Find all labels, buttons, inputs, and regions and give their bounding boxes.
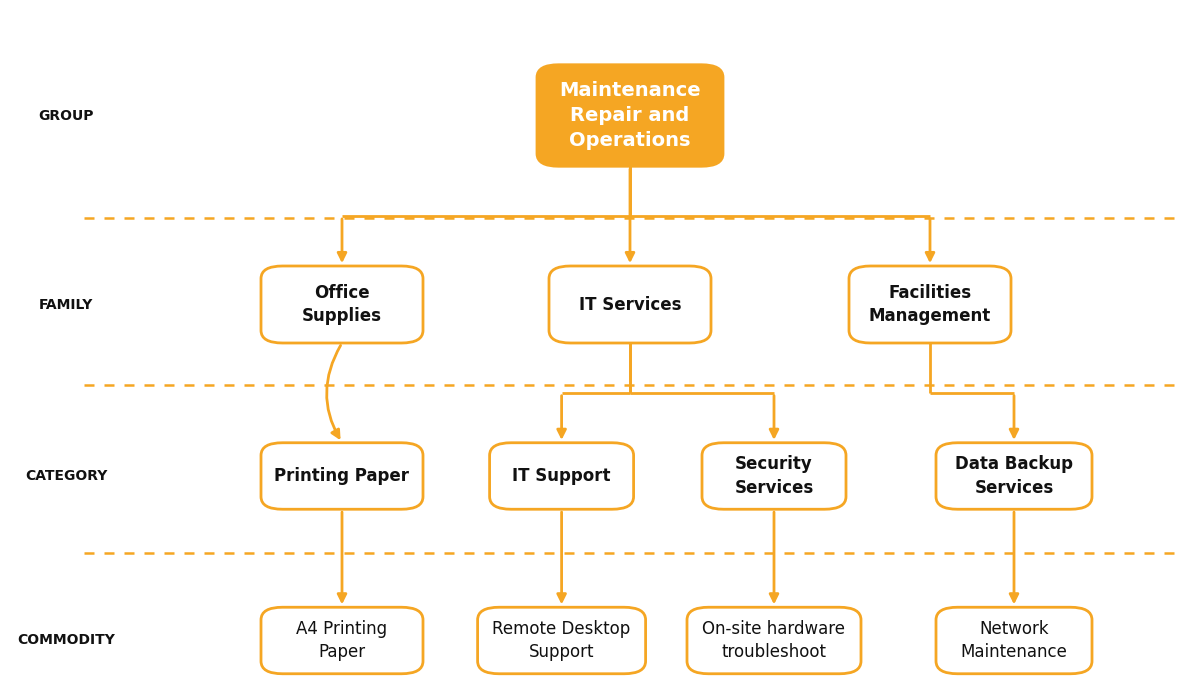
Text: GROUP: GROUP xyxy=(38,108,94,122)
FancyBboxPatch shape xyxy=(686,607,862,673)
Text: Security
Services: Security Services xyxy=(734,455,814,497)
FancyBboxPatch shape xyxy=(260,442,424,510)
Text: A4 Printing
Paper: A4 Printing Paper xyxy=(296,620,388,662)
FancyBboxPatch shape xyxy=(260,266,424,343)
FancyBboxPatch shape xyxy=(850,266,1010,343)
Text: Facilities
Management: Facilities Management xyxy=(869,284,991,326)
Text: CATEGORY: CATEGORY xyxy=(25,469,107,483)
FancyBboxPatch shape xyxy=(490,442,634,510)
FancyBboxPatch shape xyxy=(702,442,846,510)
Text: Office
Supplies: Office Supplies xyxy=(302,284,382,326)
FancyBboxPatch shape xyxy=(550,266,710,343)
Text: On-site hardware
troubleshoot: On-site hardware troubleshoot xyxy=(702,620,846,662)
Text: Network
Maintenance: Network Maintenance xyxy=(960,620,1068,662)
FancyBboxPatch shape xyxy=(260,607,424,673)
Text: Maintenance
Repair and
Operations: Maintenance Repair and Operations xyxy=(559,81,701,150)
Text: Remote Desktop
Support: Remote Desktop Support xyxy=(492,620,631,662)
Text: IT Support: IT Support xyxy=(512,467,611,485)
FancyBboxPatch shape xyxy=(936,607,1092,673)
Text: COMMODITY: COMMODITY xyxy=(17,634,115,648)
FancyBboxPatch shape xyxy=(538,65,722,167)
FancyBboxPatch shape xyxy=(478,607,646,673)
FancyBboxPatch shape xyxy=(936,442,1092,510)
Text: IT Services: IT Services xyxy=(578,295,682,314)
Text: FAMILY: FAMILY xyxy=(38,298,94,312)
Text: Data Backup
Services: Data Backup Services xyxy=(955,455,1073,497)
Text: Printing Paper: Printing Paper xyxy=(275,467,409,485)
